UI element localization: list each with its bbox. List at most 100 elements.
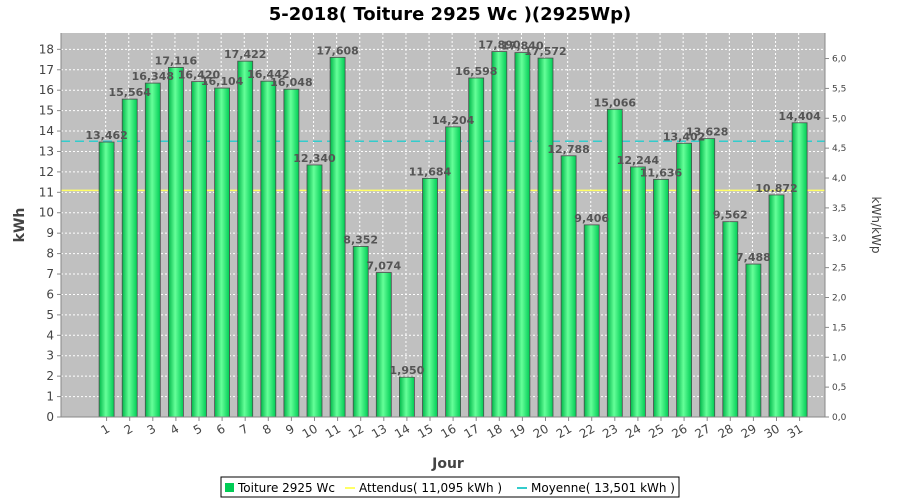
bar — [560, 155, 577, 418]
bar — [537, 57, 554, 418]
y2-axis-label: kWh/kWp — [869, 197, 883, 254]
bar-value-label: 16,442 — [247, 68, 289, 81]
y2-tick-label: 4,0 — [832, 174, 847, 184]
y-tick-label: 6 — [46, 287, 54, 301]
y2-tick-label: 3,5 — [832, 204, 846, 214]
y-tick-label: 10 — [39, 206, 54, 220]
x-tick-label: 15 — [415, 421, 435, 441]
bar — [260, 80, 277, 418]
bar-value-label: 13,462 — [85, 129, 127, 142]
bar-value-label: 7,488 — [736, 251, 771, 264]
bar — [491, 51, 508, 418]
x-tick-label: 7 — [237, 421, 251, 437]
x-tick-label: 9 — [283, 421, 297, 437]
x-tick-label: 19 — [508, 421, 528, 441]
x-tick-label: 5 — [191, 421, 205, 437]
x-tick-label: 16 — [438, 421, 458, 441]
y-tick-label: 2 — [46, 369, 54, 383]
bar-value-label: 16,104 — [201, 75, 244, 88]
bar-value-label: 11,636 — [640, 166, 683, 179]
y-tick-label: 7 — [46, 267, 54, 281]
x-tick-label: 18 — [485, 421, 505, 441]
x-tick-label: 31 — [785, 421, 805, 441]
bar-value-label: 10.872 — [755, 182, 797, 195]
x-tick-label: 2 — [122, 421, 136, 437]
x-tick-label: 6 — [214, 421, 228, 437]
bar — [699, 138, 716, 418]
bar — [191, 81, 207, 418]
chart-title: 5-2018( Toiture 2925 Wc )(2925Wp) — [269, 4, 631, 25]
y2-tick-label: 3,0 — [832, 234, 847, 244]
y2-tick-label: 2,0 — [832, 294, 847, 304]
y-tick-label: 14 — [39, 124, 54, 138]
bar-value-label: 13,628 — [686, 126, 728, 139]
bar — [791, 122, 808, 418]
y2-tick-label: 4,5 — [832, 144, 846, 154]
x-tick-label: 11 — [323, 421, 343, 441]
x-tick-label: 12 — [346, 421, 366, 441]
bar-value-label: 9,406 — [574, 212, 609, 225]
legend: Toiture 2925 Wc Attendus( 11,095 kWh ) M… — [220, 476, 680, 498]
bar-value-label: 16,048 — [270, 76, 312, 89]
bar-value-label: 7,074 — [366, 260, 401, 273]
x-tick-label: 1 — [98, 421, 112, 437]
x-axis-label: Jour — [431, 456, 464, 472]
bar — [676, 142, 692, 418]
bar-value-label: 13,402 — [663, 130, 705, 143]
y-tick-label: 17 — [39, 63, 54, 77]
bar — [745, 263, 762, 418]
reference-lines — [61, 140, 825, 192]
x-tick-label: 10 — [300, 421, 320, 441]
x-tick-label: 26 — [669, 421, 689, 441]
y2-tick-label: 0,0 — [832, 413, 847, 423]
bar-value-label: 15,066 — [594, 96, 637, 109]
x-ticks: 1 2 3 4 5 6 7 8 9 10 11 12 13 14 15 16 17 18 19 20 21 22 23 24 2… — [98, 417, 805, 441]
bar-value-label: 16,598 — [455, 65, 497, 78]
bar — [237, 60, 254, 418]
y-tick-label: 12 — [39, 165, 54, 179]
bar-value-label: 12,244 — [617, 154, 660, 167]
bar — [121, 98, 138, 418]
bar — [422, 177, 438, 418]
bar — [583, 224, 600, 418]
legend-label-bars: Toiture 2925 Wc — [237, 481, 335, 495]
bar — [468, 77, 485, 418]
bar-value-label: 12,788 — [547, 143, 589, 156]
y-tick-label: 4 — [46, 328, 54, 342]
bar — [653, 178, 669, 418]
y2-tick-label: 2,5 — [832, 264, 846, 274]
x-tick-label: 30 — [762, 421, 782, 441]
bar — [306, 164, 323, 418]
bar-value-label: 12,340 — [293, 152, 336, 165]
bar-value-label: 17,572 — [524, 45, 566, 58]
y2-tick-label: 5,0 — [832, 114, 847, 124]
y-tick-label: 3 — [46, 349, 54, 363]
bar-value-label: 9,562 — [713, 209, 748, 222]
y-tick-label: 0 — [46, 410, 54, 424]
bar — [283, 88, 300, 418]
y2-tick-label: 0,5 — [832, 383, 846, 393]
y2-tick-label: 5,5 — [832, 84, 846, 94]
y-tick-label: 11 — [39, 185, 54, 199]
legend-box — [220, 476, 680, 498]
y-tick-label: 9 — [46, 226, 54, 240]
y-tick-label: 1 — [46, 390, 54, 404]
y-axis-label: kWh — [12, 208, 28, 243]
legend-label-average: Moyenne( 13,501 kWh ) — [531, 481, 675, 495]
x-tick-label: 21 — [554, 421, 574, 441]
y-tick-label: 16 — [39, 83, 54, 97]
bar — [375, 272, 392, 418]
x-tick-label: 22 — [577, 421, 597, 441]
x-tick-label: 14 — [392, 421, 412, 441]
bar — [630, 166, 646, 418]
y2-tick-label: 1,0 — [832, 353, 847, 363]
y-tick-label: 13 — [39, 144, 54, 158]
plot-area — [61, 33, 825, 417]
bar — [214, 87, 231, 418]
bar — [144, 82, 161, 418]
x-tick-label: 4 — [168, 421, 182, 437]
